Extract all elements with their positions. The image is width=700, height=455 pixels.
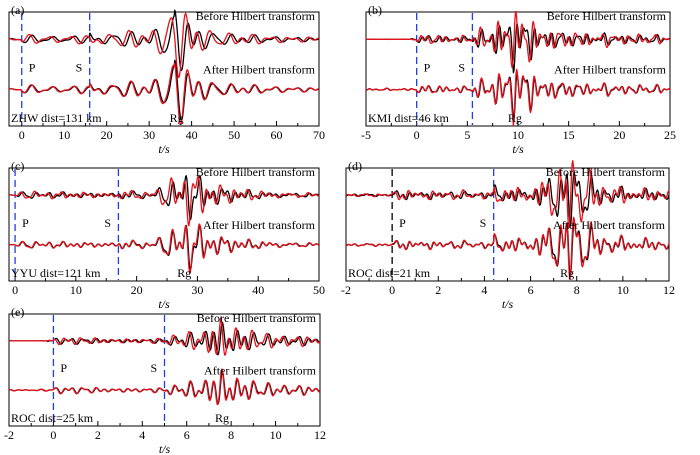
x-tick-label: 25 (664, 128, 676, 142)
before-hilbert-trace (8, 12, 319, 79)
x-axis-label: t/s (159, 442, 171, 455)
after-transform-label: After Hilbert transform (204, 363, 317, 377)
before-transform-label: Before Hilbert transform (547, 9, 667, 23)
x-tick-label: 0 (414, 128, 420, 142)
panel-label: (a) (11, 3, 24, 17)
after-transform-label: After Hilbert transform (203, 63, 316, 77)
x-tick-label: 0 (389, 283, 395, 297)
station-distance-label: YYU dist=121 km (11, 266, 101, 280)
x-tick-label: 50 (228, 128, 240, 142)
x-tick-label: 60 (271, 128, 283, 142)
panel-d: -2 0 2 4 6 8 10 12 t/s (d) Before Hilbert transfor… (341, 159, 675, 311)
p-phase-label: P (22, 216, 29, 230)
x-tick-label: 0 (50, 428, 56, 442)
p-phase-label: P (424, 60, 431, 74)
after-hilbert-trace (365, 68, 671, 127)
x-tick-label: 10 (512, 128, 524, 142)
x-tick-label: 4 (139, 428, 145, 442)
panel-label: (b) (368, 3, 382, 17)
x-tick-label: 20 (101, 128, 113, 142)
x-tick-label: 10 (270, 428, 282, 442)
x-tick-label: 12 (663, 283, 675, 297)
x-axis-label: t/s (158, 142, 170, 156)
x-tick-label: 4 (481, 283, 487, 297)
rg-phase-label: Rg (215, 411, 229, 425)
after-hilbert-trace (9, 223, 320, 274)
x-tick-label: 0 (12, 283, 18, 297)
before-hilbert-trace (345, 160, 670, 229)
s-phase-label: S (458, 60, 465, 74)
before-hilbert-trace (8, 175, 320, 227)
panel-a: 0 10 20 30 40 50 60 70 t/s (a) Before Hilbert tran… (8, 3, 325, 156)
x-tick-label: 20 (613, 128, 625, 142)
panel-b: -5 0 5 10 15 20 25 t/s (b) Before Hilbert transfo… (361, 3, 676, 156)
x-tick-label: 6 (184, 428, 190, 442)
plot-frame (8, 11, 320, 127)
after-hilbert-trace (345, 216, 670, 281)
x-axis-label: t/s (512, 142, 524, 156)
before-transform-label: Before Hilbert transform (196, 9, 316, 23)
after-transform-label: After Hilbert transform (554, 63, 667, 77)
s-phase-label: S (104, 216, 111, 230)
station-distance-label: KMI dist=46 km (368, 111, 449, 125)
before-transform-label: Before Hilbert transform (546, 165, 666, 179)
x-tick-label: 10 (58, 128, 70, 142)
before-hilbert-trace (365, 10, 671, 69)
after-transform-label: After Hilbert transform (203, 218, 316, 232)
x-tick-label: 40 (252, 283, 264, 297)
x-tick-label: 6 (528, 283, 534, 297)
rg-phase-label: Rg (177, 266, 191, 280)
plot-frame (8, 167, 320, 282)
panel-c: 0 10 20 30 40 50 t/s (c) Before Hilbert transfor… (8, 159, 325, 311)
before-hilbert-trace (8, 317, 321, 356)
s-phase-label: S (76, 60, 83, 74)
s-phase-label: S (480, 216, 487, 230)
panel-label: (c) (11, 159, 24, 173)
x-tick-label: -5 (361, 128, 371, 142)
station-distance-label: ROC dist=25 km (11, 411, 94, 425)
x-tick-label: 5 (464, 128, 470, 142)
p-phase-label: P (60, 361, 67, 375)
x-tick-label: 12 (314, 428, 326, 442)
x-tick-label: 30 (143, 128, 155, 142)
before-original-trace (8, 175, 320, 221)
x-tick-label: 10 (70, 283, 82, 297)
after-hilbert-trace (9, 62, 320, 126)
x-tick-label: -2 (341, 283, 351, 297)
x-tick-label: 10 (617, 283, 629, 297)
x-tick-label: 20 (131, 283, 143, 297)
panel-e: -2 0 2 4 6 8 10 12 t/s (e) Before Hilbert transfor… (4, 305, 326, 455)
before-original-trace (345, 171, 670, 227)
after-transform-label: After Hilbert transform (553, 218, 666, 232)
before-transform-label: Before Hilbert transform (197, 311, 317, 325)
x-tick-label: 15 (563, 128, 575, 142)
s-phase-label: S (151, 361, 158, 375)
x-tick-label: 70 (313, 128, 325, 142)
x-tick-label: -2 (4, 428, 14, 442)
before-transform-label: Before Hilbert transform (196, 165, 316, 179)
x-axis-label: t/s (502, 297, 514, 311)
x-tick-label: 50 (313, 283, 325, 297)
rg-phase-label: Rg (508, 111, 522, 125)
p-phase-label: P (399, 216, 406, 230)
x-tick-label: 30 (191, 283, 203, 297)
panel-label: (e) (11, 305, 24, 319)
station-distance-label: ROC dist=21 km (348, 266, 431, 280)
rg-phase-label: Rg (170, 111, 184, 125)
x-tick-label: 8 (228, 428, 234, 442)
p-phase-label: P (29, 60, 36, 74)
station-distance-label: ZHW dist=131 km (11, 111, 102, 125)
x-tick-label: 2 (95, 428, 101, 442)
x-axis-label: t/s (158, 297, 170, 311)
x-tick-label: 40 (186, 128, 198, 142)
x-tick-label: 0 (19, 128, 25, 142)
panel-label: (d) (348, 159, 362, 173)
x-tick-label: 8 (574, 283, 580, 297)
rg-phase-label: Rg (560, 266, 574, 280)
x-tick-label: 2 (435, 283, 441, 297)
after-hilbert-trace (8, 368, 321, 406)
